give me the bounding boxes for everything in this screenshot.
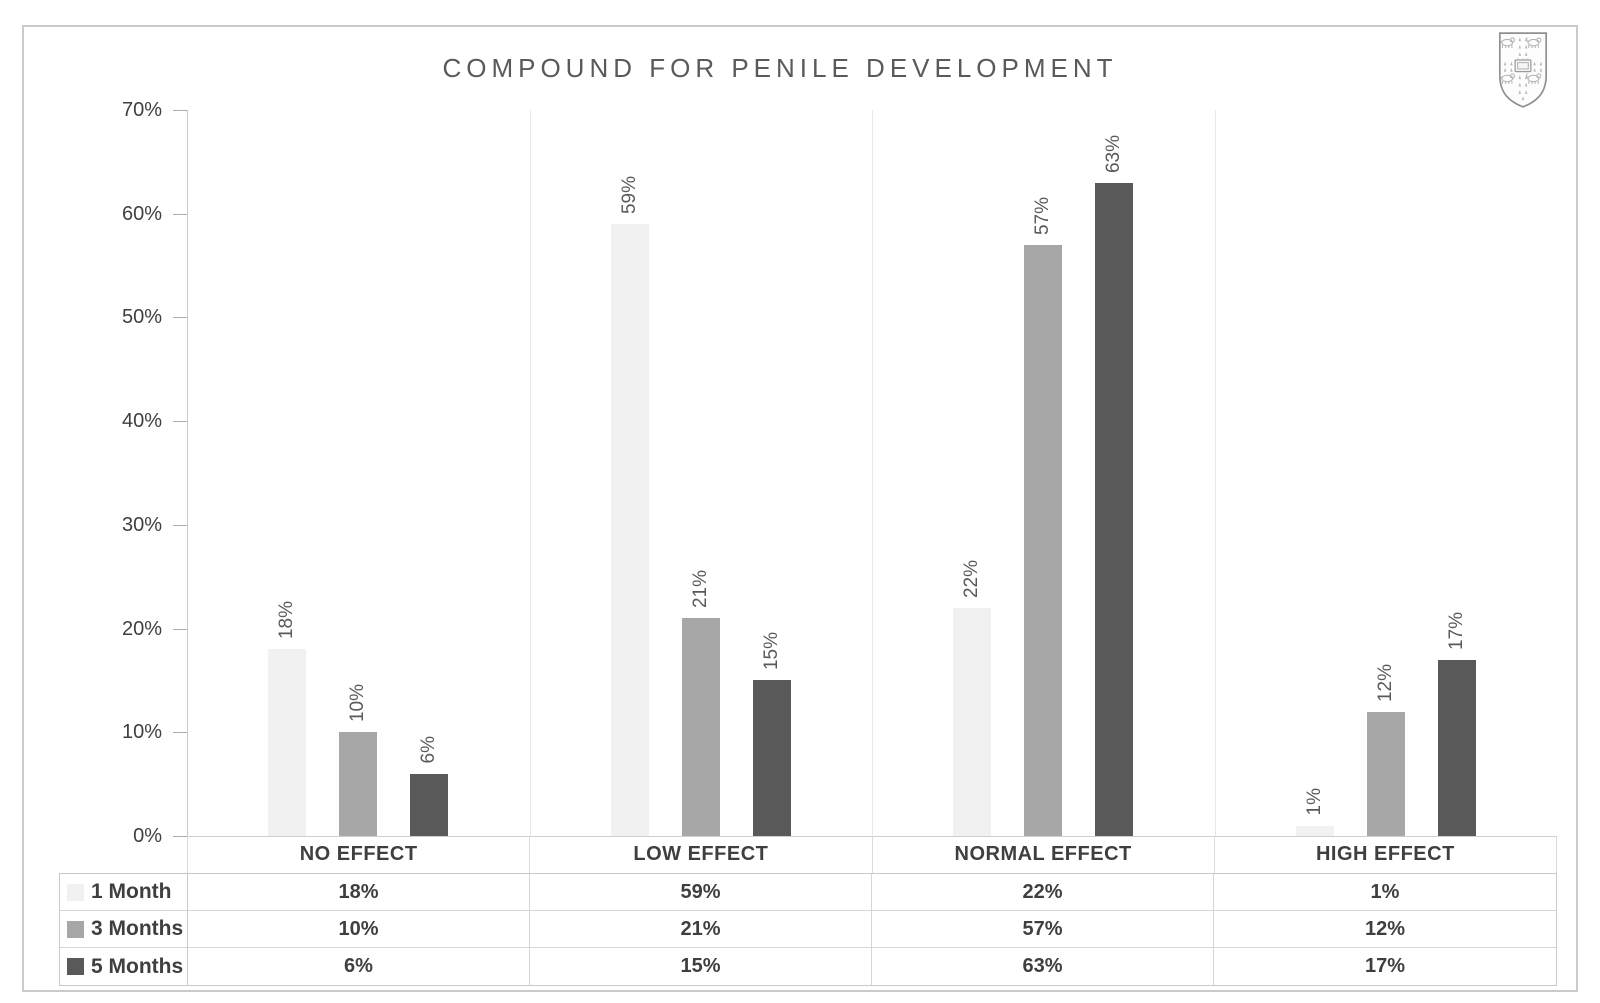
category-label: HIGH EFFECT [1215, 836, 1557, 873]
y-tick-label: 60% [121, 202, 162, 225]
plot-area: 0% 10% 20% 30% 40% 50% 60% 70% 18% 10% 6% 59% 21% 15%… [24, 27, 1580, 994]
legend-label: 5 Months [91, 954, 184, 978]
bar [610, 224, 649, 836]
bar-value-label: 17% [1445, 611, 1467, 650]
y-tick-label: 0% [133, 825, 162, 847]
table-value-cell: 18% [188, 874, 530, 911]
bar-value-label: 57% [1032, 196, 1054, 235]
y-tick-mark [173, 524, 187, 526]
bar [410, 773, 449, 836]
y-tick-label: 50% [121, 306, 162, 329]
data-table: 1 Month 18% 59% 22% 1% 3 Months 10% 21% 57% 12% 5 … [59, 873, 1557, 986]
y-tick-label: 20% [121, 617, 162, 640]
y-tick-mark [173, 732, 187, 734]
bar [953, 607, 992, 836]
legend-label: 1 Month [91, 880, 172, 903]
table-value-cell: 17% [1364, 955, 1406, 977]
bar-value-label: 10% [347, 684, 369, 723]
category-label: NORMAL EFFECT [873, 836, 1215, 873]
table-value-cell: 15% [530, 948, 872, 985]
table-value-cell: 59% [530, 874, 872, 911]
bar [752, 680, 791, 836]
legend-label: 3 Months [91, 917, 184, 940]
bar-value-label: 15% [760, 632, 782, 671]
chart-title: COMPOUND FOR PENILE DEVELOPMENT [442, 53, 1118, 83]
table-value-cell: 10% [188, 911, 530, 948]
category-label: LOW EFFECT [530, 836, 873, 873]
legend-item: 5 Months [60, 948, 188, 985]
x-axis-category-row: NO EFFECT LOW EFFECT NORMAL EFFECT HIGH EFF… [187, 836, 1557, 873]
bar-value-label: 6% [418, 736, 440, 764]
bar-value-label: 1% [1303, 788, 1325, 816]
y-axis-line [187, 110, 188, 836]
y-tick-mark [173, 213, 187, 215]
y-tick-label: 30% [121, 513, 162, 536]
y-tick-mark [173, 110, 187, 111]
bar [1437, 659, 1476, 836]
bar-value-label: 63% [1103, 134, 1125, 173]
bar-value-label: 21% [689, 570, 711, 609]
table-value-cell: 63% [872, 948, 1214, 985]
bar [339, 732, 378, 836]
bar-value-label: 22% [961, 559, 983, 598]
y-tick-label: 40% [121, 410, 162, 433]
table-value-cell: 21% [530, 911, 872, 948]
table-value-cell: 22% [872, 874, 1214, 911]
bar [1295, 825, 1334, 836]
table-value-cell: 6% [188, 948, 530, 985]
bar [1095, 182, 1134, 836]
bar [681, 618, 720, 836]
category-label: NO EFFECT [188, 836, 531, 873]
y-tick-label: 10% [121, 721, 162, 744]
category-separator-line [1214, 110, 1216, 836]
y-tick-label: 70% [121, 99, 162, 121]
bar [1024, 244, 1063, 836]
bar [1366, 711, 1405, 836]
bar-value-label: 59% [618, 176, 640, 215]
legend-swatch [67, 883, 84, 901]
y-tick-mark [173, 628, 187, 630]
bar-value-label: 18% [276, 601, 298, 640]
chart-frame: COMPOUND FOR PENILE DEVELOPMENT [22, 25, 1578, 992]
bar-value-label: 12% [1374, 663, 1396, 702]
legend-item: 1 Month [60, 874, 188, 911]
table-value-cell: 57% [872, 911, 1214, 948]
y-tick-mark [173, 421, 187, 423]
legend-item: 3 Months [60, 911, 188, 948]
bar [268, 649, 307, 836]
category-separator-line [872, 110, 873, 836]
table-value-cell: 1% [1214, 874, 1556, 911]
legend-swatch [67, 958, 84, 975]
legend-swatch [67, 920, 84, 938]
y-tick-mark [173, 317, 187, 319]
category-separator-line [529, 110, 531, 836]
table-value-cell: 12% [1214, 911, 1556, 948]
university-crest-icon [1498, 32, 1548, 108]
y-tick-mark [173, 836, 187, 837]
